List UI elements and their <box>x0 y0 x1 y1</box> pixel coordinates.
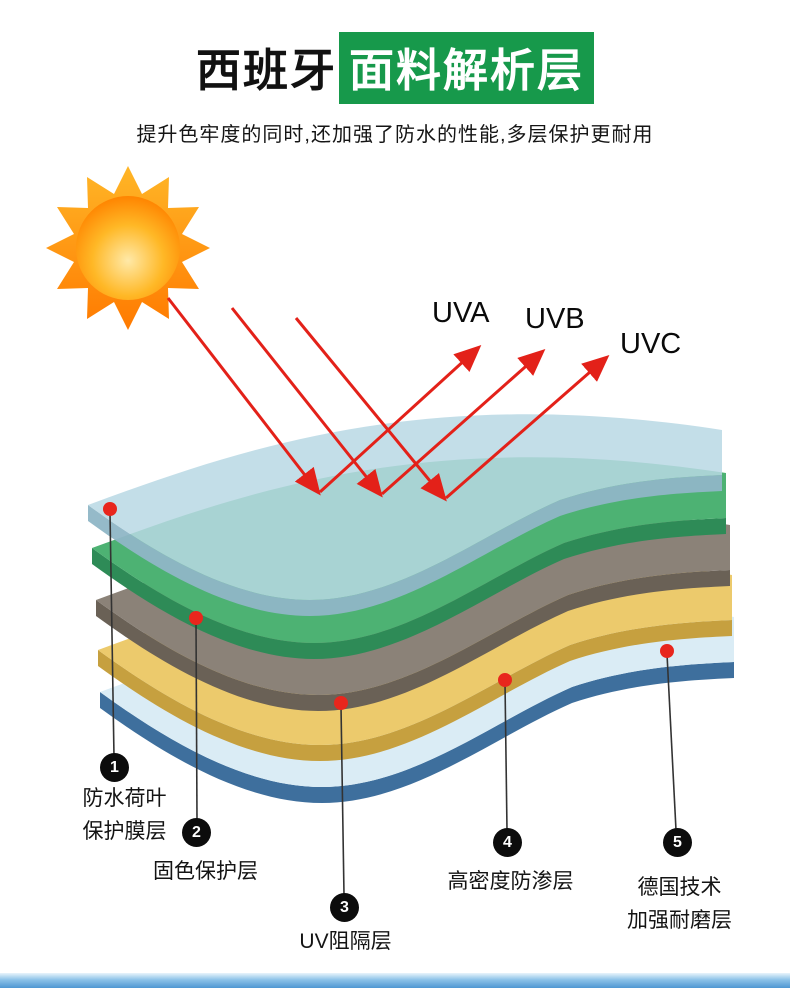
title-highlight: 面料解析层 <box>339 32 595 104</box>
page-title: 西班牙 面料解析层 <box>0 32 790 104</box>
next-section-strip <box>0 973 790 988</box>
callout-label-5: 德国技术 加强耐磨层 <box>587 872 772 937</box>
uv-incident-ray <box>294 317 447 502</box>
callout-label-2-line1: 固色保护层 <box>153 860 258 883</box>
title-prefix: 西班牙 <box>195 45 337 96</box>
callout-label-1: 防水荷叶 保护膜层 <box>42 783 207 848</box>
uvb-label: UVB <box>525 303 585 335</box>
leader-line-4 <box>504 682 508 831</box>
header: 西班牙 面料解析层 提升色牢度的同时,还加强了防水的性能,多层保护更耐用 <box>0 32 790 147</box>
uvc-label: UVC <box>620 328 682 360</box>
callout-label-4: 高密度防渗层 <box>413 866 608 899</box>
callout-label-5-line2: 加强耐磨层 <box>627 908 732 932</box>
leader-line-3 <box>340 705 345 896</box>
layer-dot-1 <box>103 502 117 516</box>
callout-number-3: 3 <box>330 893 359 922</box>
callout-number-1: 1 <box>100 753 129 782</box>
uvc-reflected-ray <box>445 355 610 500</box>
callout-label-3-line1: UV阻隔层 <box>299 930 392 953</box>
leader-line-1 <box>109 512 115 758</box>
callout-number-2: 2 <box>182 818 211 847</box>
callout-dots <box>103 502 674 710</box>
layer-dot-5 <box>660 644 674 658</box>
callout-label-1-line1: 防水荷叶 <box>82 787 167 810</box>
leader-line-5 <box>666 653 677 831</box>
layer-dot-3 <box>334 696 348 710</box>
callout-label-1-line2: 保护膜层 <box>82 819 167 843</box>
callout-label-3: UV阻隔层 <box>253 926 438 959</box>
callout-label-2: 固色保护层 <box>113 856 298 889</box>
layer-dot-4 <box>498 673 512 687</box>
layer-dot-2 <box>189 611 203 625</box>
uva-reflected-ray <box>318 344 482 494</box>
uva-label: UVA <box>432 297 490 329</box>
uv-rays <box>166 297 610 502</box>
uv-incident-ray <box>230 307 383 498</box>
sun-core <box>76 196 180 300</box>
callout-number-5: 5 <box>663 828 692 857</box>
callout-label-5-line1: 德国技术 <box>637 876 722 899</box>
callout-number-4: 4 <box>493 828 522 857</box>
sun-icon <box>46 166 210 330</box>
uvb-reflected-ray <box>381 349 546 496</box>
leader-line-2 <box>195 620 198 821</box>
callout-leader-lines <box>109 512 677 896</box>
subtitle: 提升色牢度的同时,还加强了防水的性能,多层保护更耐用 <box>136 124 654 146</box>
fabric-layers <box>88 414 734 803</box>
uv-incident-ray <box>166 297 321 496</box>
callout-label-4-line1: 高密度防渗层 <box>447 870 574 893</box>
